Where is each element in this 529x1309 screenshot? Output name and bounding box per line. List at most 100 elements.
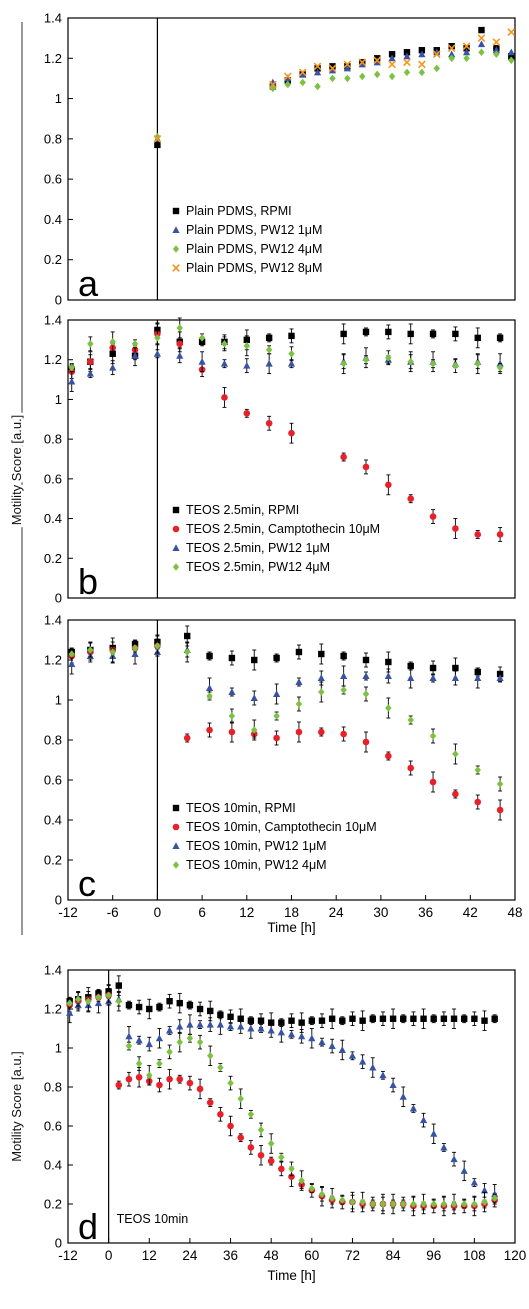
- panel-letter: b: [78, 561, 98, 602]
- data-point: [369, 1015, 376, 1022]
- data-point: [196, 1020, 204, 1028]
- data-point: [277, 1028, 285, 1036]
- data-point: [460, 1167, 468, 1174]
- data-point: [228, 688, 236, 695]
- data-point: [440, 1015, 448, 1022]
- data-point: [228, 712, 236, 720]
- data-point: [314, 82, 321, 91]
- y-tick-label: 0.6: [44, 1119, 62, 1134]
- panel-letter: a: [78, 263, 99, 304]
- y-tick-label: 1.4: [44, 11, 62, 26]
- series-1: [66, 975, 498, 1033]
- data-point: [407, 764, 415, 772]
- legend-label: TEOS 2.5min, PW12 1μM: [186, 541, 330, 555]
- legend-marker: [172, 861, 180, 869]
- data-point: [176, 340, 184, 348]
- data-point: [154, 334, 161, 342]
- data-point: [115, 997, 122, 1005]
- data-point: [156, 1003, 163, 1011]
- data-point: [313, 68, 322, 76]
- series-2: [153, 40, 515, 142]
- x-tick-label: 0: [105, 1248, 113, 1263]
- y-tick-label: 0.4: [44, 511, 62, 526]
- data-point: [227, 1122, 234, 1130]
- data-point: [228, 728, 236, 736]
- data-point: [340, 453, 347, 461]
- shared-y-axis-label-group: Motility Score [a.u.]: [6, 22, 27, 935]
- data-point: [176, 1038, 183, 1046]
- data-point: [317, 674, 325, 681]
- data-point: [349, 1198, 356, 1206]
- data-point: [95, 993, 102, 1002]
- data-point: [440, 1200, 448, 1208]
- data-point: [166, 998, 173, 1005]
- data-point: [328, 1015, 336, 1022]
- data-point-stroke-b: [418, 60, 426, 69]
- legend-label: TEOS 2.5min, Camptothecin 10μM: [186, 522, 380, 536]
- data-point: [389, 1200, 397, 1208]
- data-point: [207, 1007, 214, 1015]
- data-point: [452, 790, 459, 798]
- data-point: [166, 1048, 173, 1056]
- data-point: [478, 26, 485, 34]
- plot-frame: [67, 319, 516, 599]
- data-point: [340, 652, 347, 660]
- data-point: [278, 1165, 285, 1173]
- y-axis-label: Motility Score [a.u.]: [9, 1051, 24, 1162]
- data-point: [507, 28, 516, 36]
- data-point: [362, 690, 370, 698]
- x-tick-label: 60: [304, 1248, 319, 1263]
- data-point: [131, 650, 139, 657]
- data-point: [418, 60, 426, 69]
- data-point: [328, 66, 337, 74]
- data-point: [474, 798, 482, 806]
- data-point: [308, 1184, 316, 1193]
- legend: TEOS 10min, RPMI TEOS 10min, Camptothecin…: [172, 801, 377, 872]
- data-point: [237, 1022, 245, 1030]
- data-point: [400, 1015, 407, 1022]
- data-point: [250, 694, 258, 701]
- data-point: [288, 1173, 295, 1180]
- data-point: [131, 351, 139, 359]
- data-point: [407, 495, 415, 503]
- data-point: [269, 80, 277, 89]
- series-4: [153, 28, 516, 143]
- data-point-stroke-b: [462, 42, 471, 51]
- data-point: [474, 766, 481, 774]
- data-point: [447, 44, 456, 53]
- data-point-stroke-b: [358, 58, 367, 67]
- data-point: [196, 1085, 204, 1093]
- data-point: [135, 1036, 143, 1044]
- data-point: [156, 1059, 163, 1068]
- y-tick-label: 1: [55, 392, 62, 407]
- x-tick-label: 0: [154, 905, 162, 920]
- data-point: [257, 1151, 265, 1159]
- legend: TEOS 2.5min, RPMI TEOS 2.5min, Camptothec…: [172, 503, 380, 574]
- x-tick-label: 6: [198, 905, 206, 920]
- data-point: [429, 330, 437, 338]
- data-point: [265, 359, 273, 367]
- legend-marker: [172, 804, 180, 812]
- data-point: [247, 1110, 255, 1119]
- data-point: [284, 80, 291, 89]
- data-point: [154, 141, 161, 149]
- data-point: [217, 1111, 224, 1118]
- x-tick-label: -6: [107, 905, 119, 920]
- data-point: [474, 531, 482, 538]
- data-point-stroke-b: [153, 134, 162, 143]
- data-point: [384, 672, 392, 679]
- data-point: [154, 642, 161, 650]
- data-point: [228, 654, 236, 662]
- data-point: [318, 1017, 326, 1024]
- data-point: [432, 50, 441, 59]
- data-point: [359, 1198, 366, 1206]
- plot-frame: [67, 17, 516, 301]
- data-point: [196, 1038, 204, 1046]
- data-point: [183, 734, 191, 742]
- data-point: [265, 345, 273, 354]
- data-point: [267, 1157, 275, 1165]
- legend-label: TEOS 10min, RPMI: [186, 801, 296, 815]
- data-point: [176, 324, 183, 332]
- legend-label: Plain PDMS, PW12 1μM: [186, 223, 322, 237]
- data-point: [176, 351, 184, 359]
